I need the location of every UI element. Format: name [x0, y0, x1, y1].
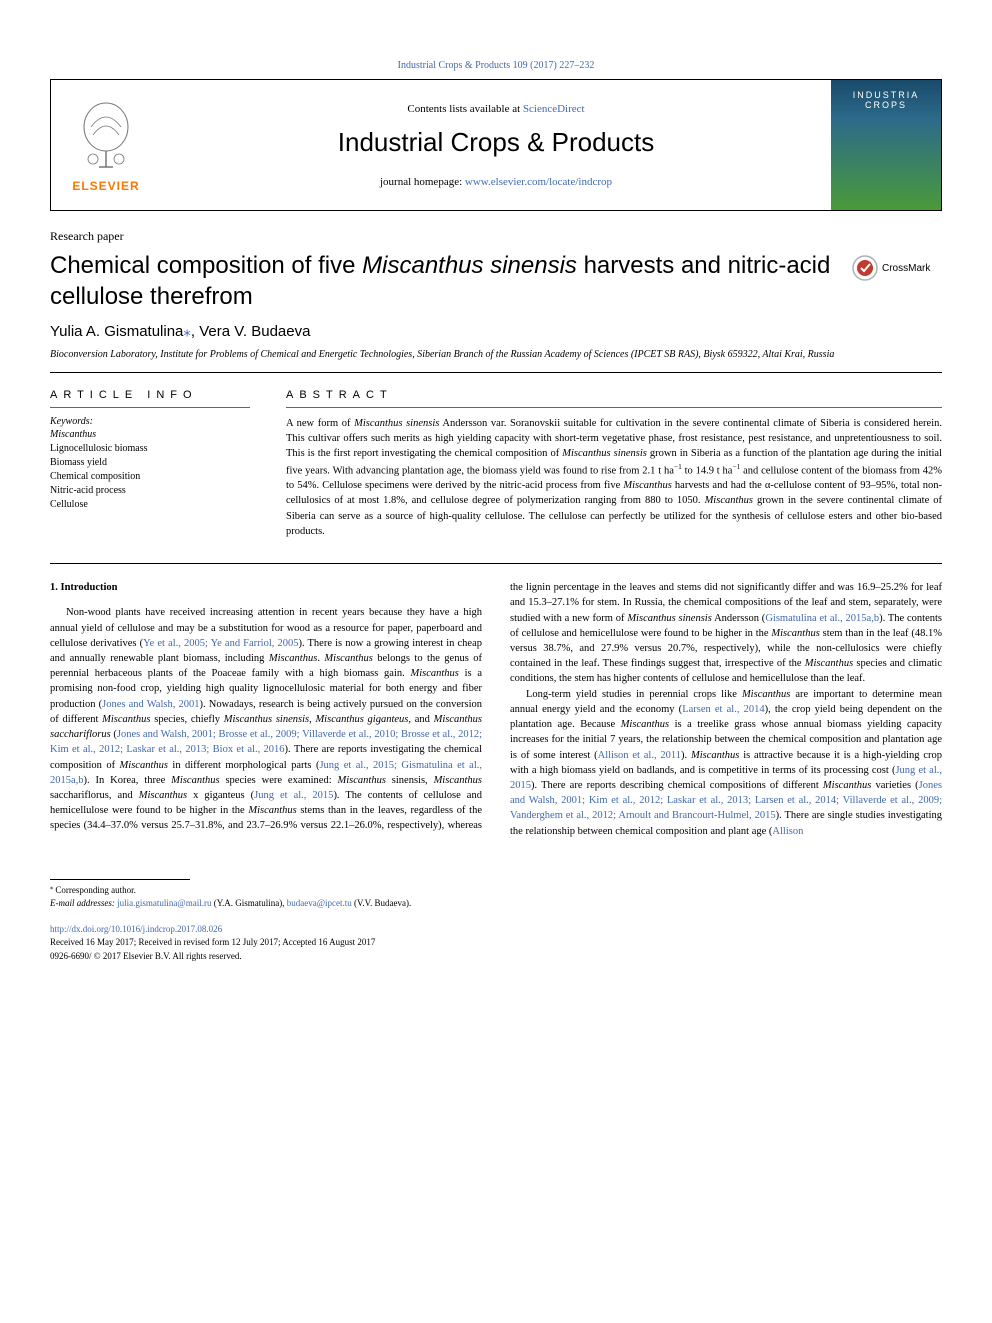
publisher-logo-block: ELSEVIER: [51, 80, 161, 210]
corresponding-mark[interactable]: ⁎: [183, 323, 191, 340]
title-row: Chemical composition of five Miscanthus …: [50, 250, 942, 322]
citation-link[interactable]: Jung et al., 2015: [510, 765, 942, 791]
top-citation-link[interactable]: Industrial Crops & Products 109 (2017) 2…: [398, 60, 595, 71]
received-line: Received 16 May 2017; Received in revise…: [50, 936, 942, 950]
homepage-label: journal homepage:: [380, 176, 465, 188]
contents-label: Contents lists available at: [407, 103, 522, 115]
abstract-block: ABSTRACT A new form of Miscanthus sinens…: [286, 389, 942, 539]
author-2: Vera V. Budaeva: [199, 323, 310, 340]
publisher-name: ELSEVIER: [72, 179, 139, 193]
paper-type: Research paper: [50, 229, 942, 244]
ai-divider: [50, 407, 250, 408]
citation-link[interactable]: Allison et al., 2011: [598, 750, 681, 761]
crossmark-icon: [852, 255, 878, 281]
citation-link[interactable]: Gismatulina et al., 2015a,b: [765, 613, 879, 624]
keyword: Biomass yield: [50, 456, 250, 470]
keywords-heading: Keywords:: [50, 416, 250, 427]
email-2-person: (V.V. Budaeva).: [352, 898, 411, 908]
abstract-text: A new form of Miscanthus sinensis Anders…: [286, 416, 942, 539]
citation-link[interactable]: Ye et al., 2005; Ye and Farriol, 2005: [143, 638, 298, 649]
email-2[interactable]: budaeva@ipcet.tu: [287, 898, 352, 908]
homepage-line: journal homepage: www.elsevier.com/locat…: [171, 176, 821, 188]
body-columns: 1. Introduction Non-wood plants have rec…: [50, 580, 942, 839]
elsevier-tree-icon: [71, 97, 141, 177]
article-info-heading: ARTICLE INFO: [50, 389, 250, 401]
citation-link[interactable]: Allison: [772, 826, 803, 837]
keyword: Cellulose: [50, 498, 250, 512]
citation-link[interactable]: Jung et al., 2015: [254, 790, 333, 801]
author-sep: ,: [191, 323, 199, 340]
cover-text-2: CROPS: [865, 100, 907, 110]
footer-block: ⁎ Corresponding author. E-mail addresses…: [50, 879, 942, 964]
sciencedirect-link[interactable]: ScienceDirect: [523, 103, 585, 115]
doi-link[interactable]: http://dx.doi.org/10.1016/j.indcrop.2017…: [50, 924, 222, 934]
keywords-list: Miscanthus Lignocellulosic biomass Bioma…: [50, 428, 250, 512]
author-1: Yulia A. Gismatulina: [50, 323, 183, 340]
journal-cover: INDUSTRIA CROPS: [831, 80, 941, 210]
affiliation: Bioconversion Laboratory, Institute for …: [50, 348, 942, 362]
email-label: E-mail addresses:: [50, 898, 117, 908]
issn-copyright: 0926-6690/ © 2017 Elsevier B.V. All righ…: [50, 950, 942, 964]
crossmark-badge[interactable]: CrossMark: [852, 250, 942, 286]
citation-link[interactable]: Jones and Walsh, 2001; Brosse et al., 20…: [50, 729, 482, 755]
contents-line: Contents lists available at ScienceDirec…: [171, 103, 821, 115]
journal-name: Industrial Crops & Products: [171, 127, 821, 158]
homepage-link[interactable]: www.elsevier.com/locate/indcrop: [465, 176, 612, 188]
divider-bottom: [50, 563, 942, 564]
corr-label: Corresponding author.: [53, 885, 136, 895]
citation-link[interactable]: Jones and Walsh, 2001: [102, 699, 199, 710]
journal-mid-block: Contents lists available at ScienceDirec…: [161, 93, 831, 198]
footnote-rule: [50, 879, 190, 880]
keyword: Miscanthus: [50, 428, 250, 442]
kw-0: Miscanthus: [50, 429, 96, 440]
title-pre: Chemical composition of five: [50, 252, 362, 279]
abs-divider: [286, 407, 942, 408]
article-title: Chemical composition of five Miscanthus …: [50, 250, 832, 312]
journal-header-box: ELSEVIER Contents lists available at Sci…: [50, 79, 942, 211]
crossmark-label: CrossMark: [882, 263, 930, 274]
authors-line: Yulia A. Gismatulina⁎, Vera V. Budaeva: [50, 322, 942, 340]
doi-line: http://dx.doi.org/10.1016/j.indcrop.2017…: [50, 923, 942, 937]
article-info-block: ARTICLE INFO Keywords: Miscanthus Lignoc…: [50, 389, 250, 539]
intro-para-2: Long-term yield studies in perennial cro…: [510, 687, 942, 839]
citation-link[interactable]: Jones and Walsh, 2001; Kim et al., 2012;…: [510, 780, 942, 821]
email-1-person: (Y.A. Gismatulina),: [211, 898, 286, 908]
abstract-heading: ABSTRACT: [286, 389, 942, 401]
article-info-abstract-row: ARTICLE INFO Keywords: Miscanthus Lignoc…: [50, 389, 942, 539]
keyword: Chemical composition: [50, 470, 250, 484]
corresponding-author-line: ⁎ Corresponding author.: [50, 883, 942, 898]
email-1[interactable]: julia.gismatulina@mail.ru: [117, 898, 211, 908]
email-line: E-mail addresses: julia.gismatulina@mail…: [50, 897, 942, 911]
divider-top: [50, 372, 942, 373]
keyword: Lignocellulosic biomass: [50, 442, 250, 456]
citation-link[interactable]: Jung et al., 2015; Gismatulina et al., 2…: [50, 760, 482, 786]
top-citation: Industrial Crops & Products 109 (2017) 2…: [50, 60, 942, 71]
title-species: Miscanthus sinensis: [362, 252, 577, 279]
keyword: Nitric-acid process: [50, 484, 250, 498]
section-heading-intro: 1. Introduction: [50, 580, 482, 595]
cover-text-1: INDUSTRIA: [853, 90, 920, 100]
citation-link[interactable]: Larsen et al., 2014: [682, 704, 764, 715]
